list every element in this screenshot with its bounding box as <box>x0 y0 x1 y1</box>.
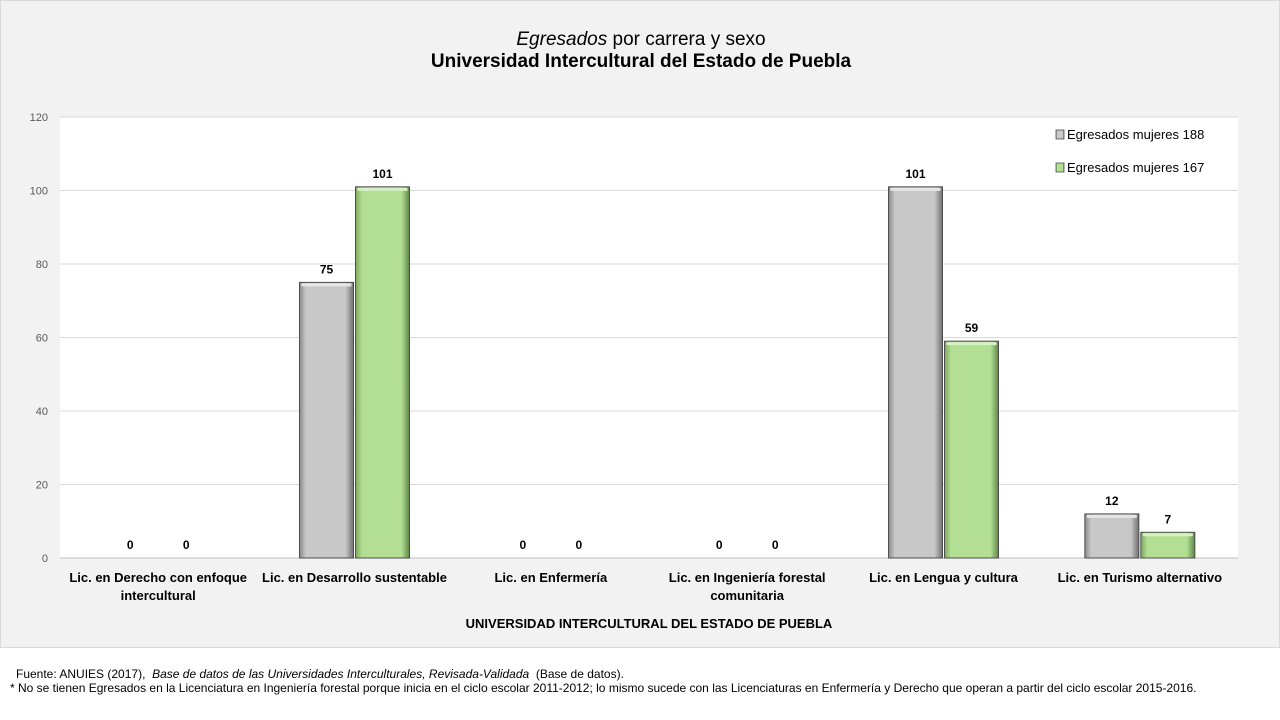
x-axis-title: UNIVERSIDAD INTERCULTURAL DEL ESTADO DE … <box>466 616 833 631</box>
bar-highlight <box>946 342 997 346</box>
y-tick-label: 60 <box>36 333 48 345</box>
x-tick-label: Lic. en Enfermería <box>494 570 607 585</box>
chart-title: Egresados por carrera y sexo <box>1 29 1280 51</box>
chart-title-italic: Egresados <box>516 29 608 50</box>
legend-swatch <box>1055 129 1065 140</box>
bar <box>888 186 943 559</box>
y-tick-label: 80 <box>36 259 48 271</box>
data-label: 0 <box>519 538 526 552</box>
source-suffix: (Base de datos). <box>535 667 624 681</box>
bar <box>1084 513 1140 559</box>
data-label: 75 <box>320 262 334 276</box>
data-label: 101 <box>905 167 925 181</box>
x-tick-label: intercultural <box>121 588 196 603</box>
x-tick-label: comunitaria <box>710 588 784 603</box>
bar <box>299 281 354 559</box>
x-tick-label: Lic. en Turismo alternativo <box>1058 570 1223 585</box>
data-label: 101 <box>372 167 392 181</box>
data-label: 0 <box>183 538 190 552</box>
bar-highlight <box>1142 533 1193 537</box>
legend-label: Egresados mujeres 167 <box>1067 160 1204 175</box>
footer: Fuente: ANUIES (2017), Base de datos de … <box>10 667 1224 695</box>
source-title: Base de datos de las Universidades Inter… <box>152 667 530 681</box>
data-label: 7 <box>1164 512 1171 526</box>
chart-title-rest: por carrera y sexo <box>607 29 766 50</box>
x-tick-label: Lic. en Lengua y cultura <box>869 570 1019 585</box>
data-label: 0 <box>772 538 779 552</box>
data-label: 0 <box>127 538 134 552</box>
bar-highlight <box>357 187 408 191</box>
x-tick-label: Lic. en Desarrollo sustentable <box>262 570 447 585</box>
source-prefix: Fuente: ANUIES (2017), <box>16 667 146 681</box>
data-label: 0 <box>575 538 582 552</box>
bar-highlight <box>301 283 352 287</box>
data-label: 59 <box>965 321 979 335</box>
chart-subtitle: Universidad Intercultural del Estado de … <box>430 51 852 72</box>
bar <box>944 340 999 559</box>
chart-area: Egresados por carrera y sexo Universidad… <box>0 0 1280 648</box>
source-note: Fuente: ANUIES (2017), Base de datos de … <box>10 667 1224 681</box>
y-tick-label: 40 <box>36 406 48 418</box>
bar <box>1140 531 1196 559</box>
y-tick-label: 100 <box>30 186 48 198</box>
legend-label: Egresados mujeres 188 <box>1067 127 1204 142</box>
footnote: * No se tienen Egresados en la Licenciat… <box>10 681 1197 695</box>
data-label: 12 <box>1105 494 1119 508</box>
bar-highlight <box>1086 514 1137 518</box>
y-tick-label: 20 <box>36 480 48 492</box>
bar-highlight <box>890 187 941 191</box>
data-label: 0 <box>716 538 723 552</box>
legend-swatch <box>1055 162 1065 173</box>
x-tick-label: Lic. en Derecho con enfoque <box>69 570 247 585</box>
y-tick-label: 120 <box>30 112 48 124</box>
bar <box>355 186 410 559</box>
x-tick-label: Lic. en Ingeniería forestal <box>669 570 826 585</box>
y-tick-label: 0 <box>42 553 48 565</box>
